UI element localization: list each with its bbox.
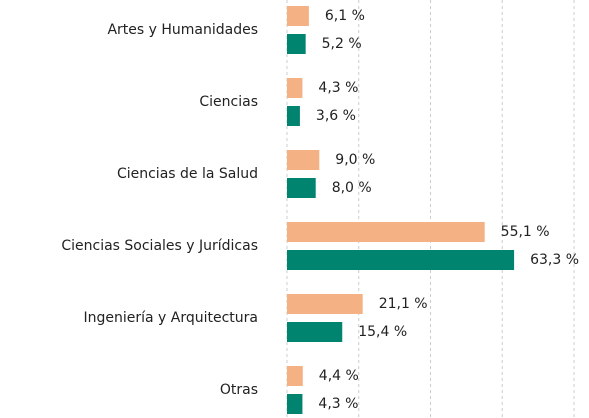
- value-label: 63,3 %: [530, 252, 579, 268]
- value-label: 4,3 %: [318, 80, 358, 96]
- bar: [287, 178, 316, 198]
- category-label: Otras: [220, 382, 258, 398]
- bar: [287, 150, 320, 170]
- bar: [287, 6, 309, 26]
- category-label: Ciencias de la Salud: [117, 166, 258, 182]
- bar: [287, 322, 343, 342]
- bar: [287, 222, 485, 242]
- bar: [287, 366, 303, 386]
- bar: [287, 394, 303, 414]
- value-label: 9,0 %: [335, 152, 375, 168]
- bar: [287, 106, 300, 126]
- value-label: 21,1 %: [379, 296, 428, 312]
- value-label: 15,4 %: [358, 324, 407, 340]
- value-label: 6,1 %: [325, 8, 365, 24]
- bar: [287, 34, 306, 54]
- bar: [287, 294, 363, 314]
- category-label: Ciencias Sociales y Jurídicas: [61, 238, 258, 254]
- category-label: Artes y Humanidades: [107, 22, 258, 38]
- value-label: 8,0 %: [332, 180, 372, 196]
- value-label: 4,3 %: [318, 396, 358, 412]
- value-label: 3,6 %: [316, 108, 356, 124]
- bar: [287, 250, 515, 270]
- bar: [287, 78, 303, 98]
- value-label: 4,4 %: [319, 368, 359, 384]
- category-label: Ingeniería y Arquitectura: [83, 310, 258, 326]
- value-label: 55,1 %: [501, 224, 550, 240]
- value-label: 5,2 %: [322, 36, 362, 52]
- category-label: Ciencias: [199, 94, 258, 110]
